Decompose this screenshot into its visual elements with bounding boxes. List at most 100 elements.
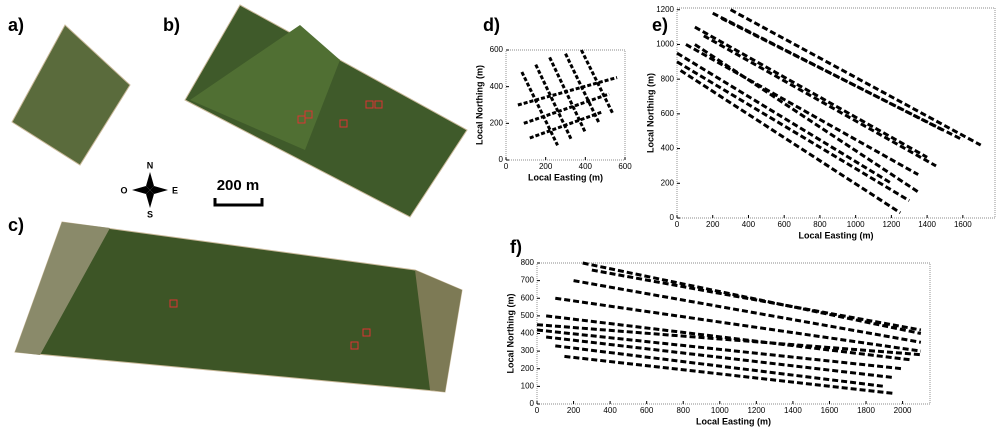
- y-tick-label: 800: [661, 74, 675, 83]
- y-axis-label: Local Northing (m): [505, 294, 515, 374]
- x-tick-label: 400: [579, 162, 593, 171]
- x-axis-label: Local Easting (m): [528, 172, 603, 182]
- scale-label: 200 m: [217, 177, 260, 194]
- track: [720, 17, 964, 142]
- x-tick-label: 0: [675, 220, 680, 229]
- track: [548, 56, 587, 134]
- y-tick-label: 0: [499, 155, 504, 164]
- y-tick-label: 600: [490, 45, 504, 54]
- plot-marker: [304, 110, 313, 119]
- track: [564, 354, 894, 395]
- track: [685, 43, 919, 176]
- y-axis-label: Local Northing (m): [474, 65, 484, 145]
- x-tick-label: 1400: [918, 220, 936, 229]
- y-tick-label: 0: [670, 213, 675, 222]
- track: [523, 92, 610, 125]
- track: [536, 328, 903, 371]
- track: [591, 268, 922, 332]
- x-tick-label: 200: [567, 406, 581, 415]
- x-tick-label: 1600: [821, 406, 839, 415]
- x-tick-label: 800: [813, 220, 827, 229]
- panel-label: b): [163, 15, 180, 35]
- x-axis-label: Local Easting (m): [696, 416, 771, 426]
- track: [580, 49, 615, 115]
- clearing-c2: [415, 270, 462, 392]
- compass-e: E: [172, 185, 178, 195]
- panel-label: d): [483, 15, 500, 35]
- y-tick-label: 100: [521, 381, 535, 390]
- track: [545, 314, 912, 362]
- plot-marker: [365, 100, 374, 109]
- field-b: [190, 25, 340, 150]
- track: [729, 8, 982, 147]
- panel-label: f): [510, 237, 522, 257]
- y-tick-label: 300: [521, 346, 535, 355]
- y-tick-label: 400: [521, 329, 535, 338]
- y-tick-label: 200: [661, 178, 675, 187]
- plot-marker: [362, 328, 371, 337]
- y-tick-label: 400: [661, 144, 675, 153]
- y-tick-label: 400: [490, 82, 504, 91]
- x-tick-label: 600: [618, 162, 632, 171]
- x-tick-label: 1000: [847, 220, 865, 229]
- track: [676, 51, 893, 185]
- track: [679, 69, 902, 215]
- track: [703, 34, 937, 168]
- aerial-images: [11, 4, 468, 393]
- compass: N S E O: [120, 160, 178, 219]
- panel-label: e): [652, 15, 668, 35]
- track: [534, 64, 573, 141]
- track: [529, 110, 602, 140]
- y-tick-label: 1000: [656, 40, 674, 49]
- x-tick-label: 1200: [747, 406, 765, 415]
- x-tick-label: 800: [677, 406, 691, 415]
- x-tick-label: 400: [742, 220, 756, 229]
- x-tick-label: 200: [539, 162, 553, 171]
- track: [694, 43, 920, 194]
- x-tick-label: 0: [535, 406, 540, 415]
- x-tick-label: 1400: [784, 406, 802, 415]
- track: [694, 25, 928, 159]
- y-tick-label: 600: [661, 109, 675, 118]
- y-tick-label: 700: [521, 276, 535, 285]
- track: [520, 71, 559, 146]
- track: [573, 279, 922, 344]
- x-tick-label: 2000: [894, 406, 912, 415]
- x-tick-label: 600: [778, 220, 792, 229]
- track: [517, 76, 618, 107]
- x-tick-label: 0: [504, 162, 509, 171]
- track: [555, 344, 885, 388]
- panel-label: c): [8, 215, 24, 235]
- x-tick-label: 200: [706, 220, 720, 229]
- track: [555, 296, 922, 353]
- compass-w: O: [120, 185, 127, 195]
- track: [545, 335, 894, 380]
- x-axis-label: Local Easting (m): [798, 230, 873, 240]
- x-tick-label: 1800: [857, 406, 875, 415]
- track: [536, 323, 921, 357]
- plot-marker: [374, 100, 383, 109]
- compass-n: N: [147, 160, 154, 170]
- image-a: [11, 24, 131, 166]
- track: [676, 60, 911, 202]
- panel-label: a): [8, 15, 24, 35]
- x-tick-label: 600: [640, 406, 654, 415]
- y-tick-label: 200: [521, 364, 535, 373]
- plot-marker: [350, 341, 359, 350]
- y-tick-label: 500: [521, 311, 535, 320]
- x-tick-label: 400: [603, 406, 617, 415]
- plot-frame: [536, 262, 931, 405]
- plot-marker: [297, 115, 306, 124]
- y-tick-label: 1200: [656, 5, 674, 14]
- compass-s: S: [147, 209, 153, 219]
- x-tick-label: 1200: [882, 220, 900, 229]
- y-tick-label: 600: [521, 293, 535, 302]
- x-tick-label: 1600: [954, 220, 972, 229]
- plot-frame: [676, 7, 996, 219]
- clearing-c: [15, 222, 110, 355]
- plot-marker: [169, 299, 178, 308]
- plot-frame: [505, 49, 626, 161]
- y-tick-label: 0: [530, 399, 535, 408]
- y-axis-label: Local Northing (m): [645, 73, 655, 153]
